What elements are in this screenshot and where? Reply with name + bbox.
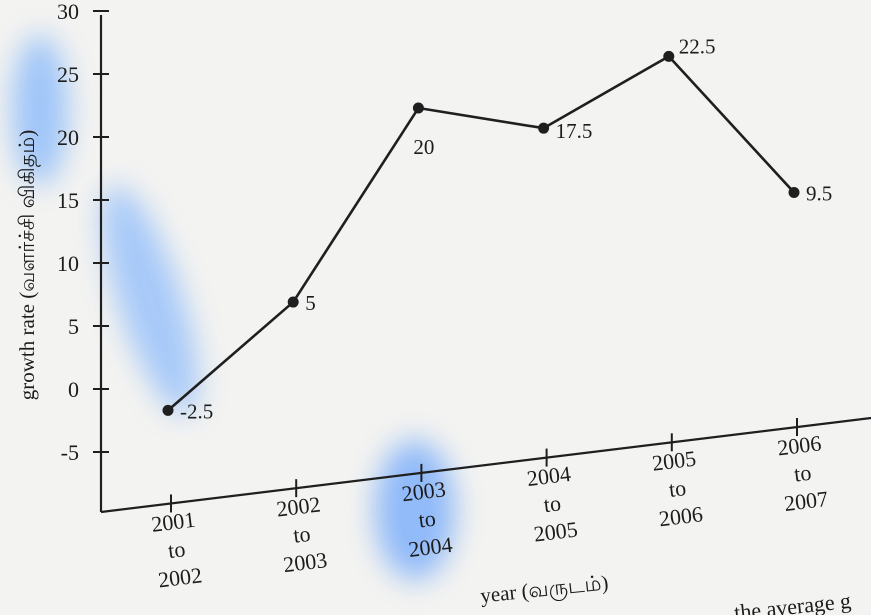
- data-label: 22.5: [679, 34, 716, 58]
- x-tick-label-line: 2004: [525, 461, 572, 491]
- x-tick-label-line: 2002: [275, 491, 322, 521]
- y-tick-label: 30: [57, 0, 79, 24]
- y-axis-title: growth rate (வளர்ச்சி விகிதம்): [15, 130, 41, 400]
- x-tick-label-line: to: [417, 506, 437, 533]
- highlight-smudges: [12, 35, 455, 580]
- x-axis-title: year (வருடம்): [479, 570, 609, 608]
- data-label: 9.5: [806, 181, 832, 205]
- y-ticks: -5 0 5 10 15 20 25 30: [57, 0, 109, 465]
- series-line: [167, 55, 795, 412]
- x-tick-label-line: to: [542, 490, 562, 517]
- x-tick-label-line: to: [793, 460, 813, 487]
- data-point: [538, 122, 550, 134]
- data-point: [412, 102, 424, 114]
- x-tick-label-line: 2005: [651, 446, 698, 476]
- y-tick-label: 0: [68, 377, 79, 402]
- data-label: 17.5: [556, 119, 593, 143]
- y-tick-label: -5: [61, 440, 79, 465]
- data-point: [788, 186, 800, 198]
- x-tick-label-line: 2005: [532, 516, 579, 546]
- y-tick-label: 15: [57, 188, 79, 213]
- x-tick-label-line: 2003: [400, 476, 447, 506]
- data-label: 20: [413, 135, 434, 159]
- x-ticks: 2001to20022002to20032003to20042004to2005…: [150, 418, 829, 592]
- data-label: 5: [305, 291, 316, 315]
- x-axis-line: [100, 416, 871, 514]
- y-tick-label: 10: [57, 251, 79, 276]
- x-tick-label-line: 2007: [783, 486, 830, 516]
- x-tick-label-line: 2004: [407, 532, 454, 562]
- data-labels: -2.5 5 20 17.5 22.5 9.5: [180, 34, 832, 423]
- footer-text: the average g: [733, 588, 852, 615]
- data-point: [287, 296, 299, 308]
- y-tick-label: 25: [57, 62, 79, 87]
- x-tick-label-line: to: [167, 536, 187, 563]
- y-tick-label: 5: [68, 314, 79, 339]
- x-tick-label-line: to: [667, 475, 687, 502]
- x-tick-label-line: 2001: [150, 507, 197, 537]
- x-tick-label-line: 2006: [776, 430, 823, 460]
- data-point: [663, 50, 675, 62]
- data-point: [162, 404, 174, 416]
- series: [162, 50, 800, 416]
- axes: [99, 15, 871, 514]
- x-tick-label-line: 2006: [657, 501, 704, 531]
- y-tick-label: 20: [57, 125, 79, 150]
- x-tick-label-line: to: [292, 521, 312, 548]
- x-tick-label-line: 2002: [157, 562, 204, 592]
- data-label: -2.5: [180, 399, 213, 423]
- x-tick-label-line: 2003: [282, 547, 329, 577]
